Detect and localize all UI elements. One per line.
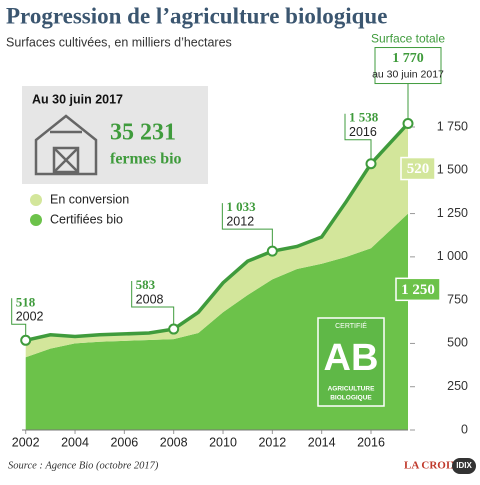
logo-top: CERTIFIÉ: [335, 321, 367, 330]
point-label: 1 538: [349, 110, 379, 125]
leader: [221, 203, 273, 252]
point-label: 1 770: [392, 51, 424, 66]
y-tick-label: 0: [461, 422, 468, 436]
leader: [11, 298, 27, 341]
barn-icon: [34, 114, 98, 176]
point: [168, 323, 180, 335]
point: [402, 118, 414, 130]
x-tick-label: 2006: [110, 435, 138, 449]
x-tick-label: 2002: [12, 435, 40, 449]
total-box: [374, 47, 442, 85]
y-tick-label: 250: [447, 379, 468, 393]
area: [25, 123, 409, 358]
point-date: au 30 juin 2017: [372, 68, 444, 80]
legend-label: En conversion: [50, 192, 129, 206]
brand-tag-bg: [452, 458, 476, 474]
chart-subtitle: Surfaces cultivées, en milliers d’hectar…: [6, 35, 232, 49]
x-tick-label: 2016: [357, 435, 385, 449]
point-label: 1 033: [226, 199, 256, 214]
logo-line: BIOLOGIQUE: [330, 395, 372, 402]
logo-letters: AB: [324, 337, 379, 379]
inset-date: Au 30 juin 2017: [32, 92, 123, 106]
leader: [131, 281, 175, 330]
ab-logo: [317, 317, 385, 407]
point: [20, 334, 32, 346]
x-tick-label: 2012: [258, 435, 286, 449]
y-tick-label: 500: [447, 336, 468, 350]
total-line: [25, 122, 410, 343]
brand-tag: IDIX: [456, 461, 472, 470]
x-tick-label: 2004: [61, 435, 89, 449]
y-tick-label: 750: [447, 292, 468, 306]
point-date: 2016: [349, 125, 377, 139]
point-date: 2002: [16, 310, 44, 324]
segment-label: 520: [407, 161, 430, 177]
segment-label: 1 250: [401, 282, 435, 298]
point-label: 518: [16, 294, 36, 309]
y-tick-label: 1 250: [437, 206, 468, 220]
x-tick-label: 2010: [209, 435, 237, 449]
leader: [344, 113, 372, 164]
point-date: 2012: [226, 214, 254, 228]
legend: En conversion Certifiées bio: [30, 192, 129, 226]
inset-unit: fermes bio: [110, 151, 182, 168]
y-tick-label: 1 000: [437, 249, 468, 263]
x-tick-label: 2014: [308, 435, 336, 449]
inset-value: 35 231: [110, 120, 176, 146]
legend-swatch: [30, 194, 42, 206]
y-tick-label: 1 750: [437, 119, 468, 133]
point-label: 583: [136, 277, 156, 292]
logo-line: AGRICULTURE: [328, 386, 375, 393]
point-heading: Surface totale: [371, 32, 445, 46]
brand: LA CROIX: [404, 460, 458, 472]
segment-label-bg: [400, 156, 436, 181]
area: [25, 213, 409, 430]
chart-title: Progression de l’agriculture biologique: [6, 3, 387, 28]
point: [266, 245, 278, 257]
segment-label-bg: [395, 277, 441, 302]
x-tick-label: 2008: [160, 435, 188, 449]
legend-label: Certifiées bio: [50, 212, 123, 226]
point: [365, 158, 377, 170]
point-date: 2008: [136, 292, 164, 306]
y-tick-label: 1 500: [437, 163, 468, 177]
plot: 0 250 500 750 1 000 1 250 1 500 1 750 2002 2004 20…: [11, 32, 468, 449]
source: Source : Agence Bio (octobre 2017): [8, 460, 159, 471]
legend-swatch: [30, 214, 42, 226]
